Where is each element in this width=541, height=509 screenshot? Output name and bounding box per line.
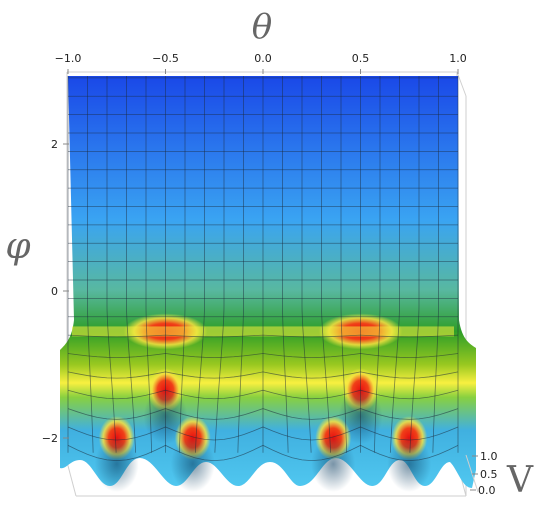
phi-axis-ticks: 2 0 −2: [42, 138, 69, 445]
mesh-line-theta: [237, 76, 244, 453]
phi-tick-label: 0: [51, 285, 58, 298]
hotspot-group: [72, 313, 454, 492]
theta-axis-label: θ: [252, 7, 272, 47]
mesh-line-phi: [67, 426, 459, 441]
mesh-line-theta: [178, 76, 186, 453]
mesh-line-theta: [373, 76, 381, 453]
valley-shade: [387, 436, 432, 492]
phi-tick-label: 2: [51, 138, 58, 151]
mesh-line-theta: [87, 76, 94, 453]
theta-axis-ticks: −1.0 −0.5 0.0 0.5 1.0: [55, 52, 467, 74]
theta-tick-label: −0.5: [152, 52, 179, 65]
mesh-line-theta: [282, 76, 289, 453]
valley-shade: [94, 436, 139, 492]
mesh-line-phi: [67, 408, 459, 420]
mesh-line-theta: [432, 76, 439, 453]
v-tick-label: 0.0: [478, 484, 496, 497]
valley-shade: [311, 436, 356, 492]
theta-tick-label: 0.5: [352, 52, 370, 65]
mesh-line-phi: [67, 353, 459, 358]
surface: [60, 76, 476, 492]
theta-tick-label: −1.0: [55, 52, 82, 65]
theta-tick-label: 0.0: [254, 52, 272, 65]
mesh-line-theta: [340, 76, 348, 453]
mesh-line-phi: [67, 389, 459, 400]
v-tick-label: 0.5: [480, 468, 498, 481]
mesh-line-theta: [145, 76, 153, 453]
phi-axis-label: φ: [5, 226, 31, 267]
theta-tick-label: 1.0: [449, 52, 467, 65]
surface-mesh: [67, 76, 459, 462]
valley-shade: [170, 436, 215, 492]
mesh-line-phi: [67, 444, 459, 462]
v-tick-label: 1.0: [480, 450, 498, 463]
v-axis-label: V: [506, 460, 534, 501]
mesh-line-phi: [67, 334, 459, 338]
v-axis-ticks: 1.0 0.5 0.0: [470, 450, 498, 497]
mesh-line-phi: [67, 371, 459, 379]
phi-tick-label: −2: [42, 432, 58, 445]
